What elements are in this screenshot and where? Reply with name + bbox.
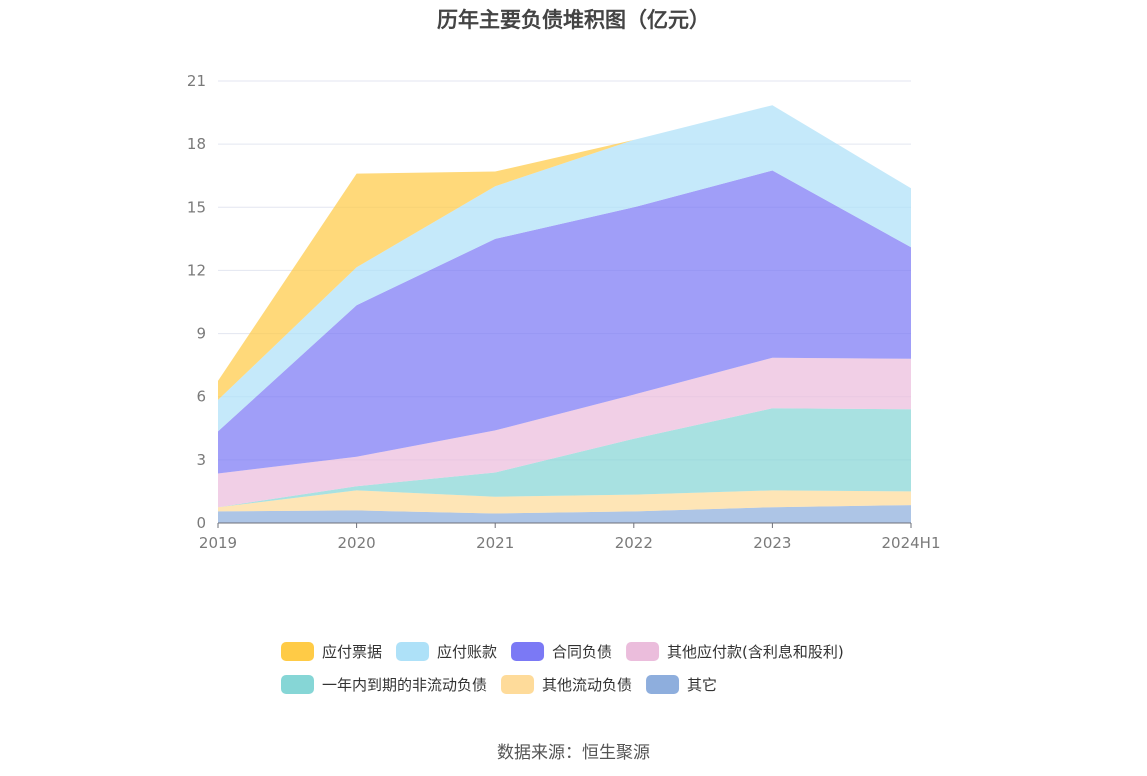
legend-swatch [281,642,314,661]
y-tick-label: 6 [196,388,206,406]
legend: 应付票据 应付账款 合同负债 其他应付款(含利息和股利) 一年内到期的非流动负债 其他流动… [281,642,844,694]
legend-swatch [501,675,535,694]
legend-item[interactable]: 其他应付款(含利息和股利) [626,642,844,661]
legend-label: 其他应付款(含利息和股利) [667,643,844,661]
x-tick-label: 2023 [753,534,791,552]
x-tick-label: 2019 [199,534,237,552]
area-series-4 [218,170,911,474]
y-tick-label: 21 [187,72,206,90]
y-tick-label: 18 [187,135,206,153]
legend-swatch [281,675,314,694]
legend-item[interactable]: 应付票据 [281,642,382,661]
legend-item[interactable]: 应付账款 [396,642,497,661]
area-series-1 [218,490,911,514]
axis-layer: 0 3 6 9 12 15 18 21 2019 2020 2021 2022 2023 2024H1 [187,72,941,552]
area-series-5 [218,105,911,432]
y-tick-label: 0 [196,514,206,532]
legend-item[interactable]: 合同负债 [511,642,612,661]
legend-label: 其他流动负债 [542,676,632,694]
legend-label: 应付票据 [322,643,382,661]
area-layer [218,105,911,523]
x-tick-label: 2024H1 [882,534,941,552]
area-series-0 [218,505,911,523]
legend-label: 其它 [687,676,717,694]
x-tick-label: 2022 [615,534,653,552]
x-tick-label: 2020 [338,534,376,552]
y-tick-label: 9 [196,325,206,343]
y-tick-label: 15 [187,198,206,216]
legend-swatch [626,642,660,661]
y-tick-label: 3 [196,451,206,469]
legend-item[interactable]: 其它 [646,675,717,694]
x-tick-label: 2021 [476,534,514,552]
legend-item[interactable]: 其他流动负债 [501,675,632,694]
legend-swatch [511,642,545,661]
area-series-3 [218,357,911,508]
chart-title: 历年主要负债堆积图（亿元） [437,8,710,32]
legend-swatch [396,642,430,661]
source-note: 数据来源：恒生聚源 [497,743,650,763]
legend-label: 应付账款 [437,643,497,661]
area-series-2 [218,408,911,508]
legend-label: 一年内到期的非流动负债 [322,676,487,694]
legend-label: 合同负债 [552,643,612,661]
area-series-6 [218,105,911,400]
legend-item[interactable]: 一年内到期的非流动负债 [281,675,487,694]
y-tick-label: 12 [187,261,206,279]
legend-swatch [646,675,680,694]
